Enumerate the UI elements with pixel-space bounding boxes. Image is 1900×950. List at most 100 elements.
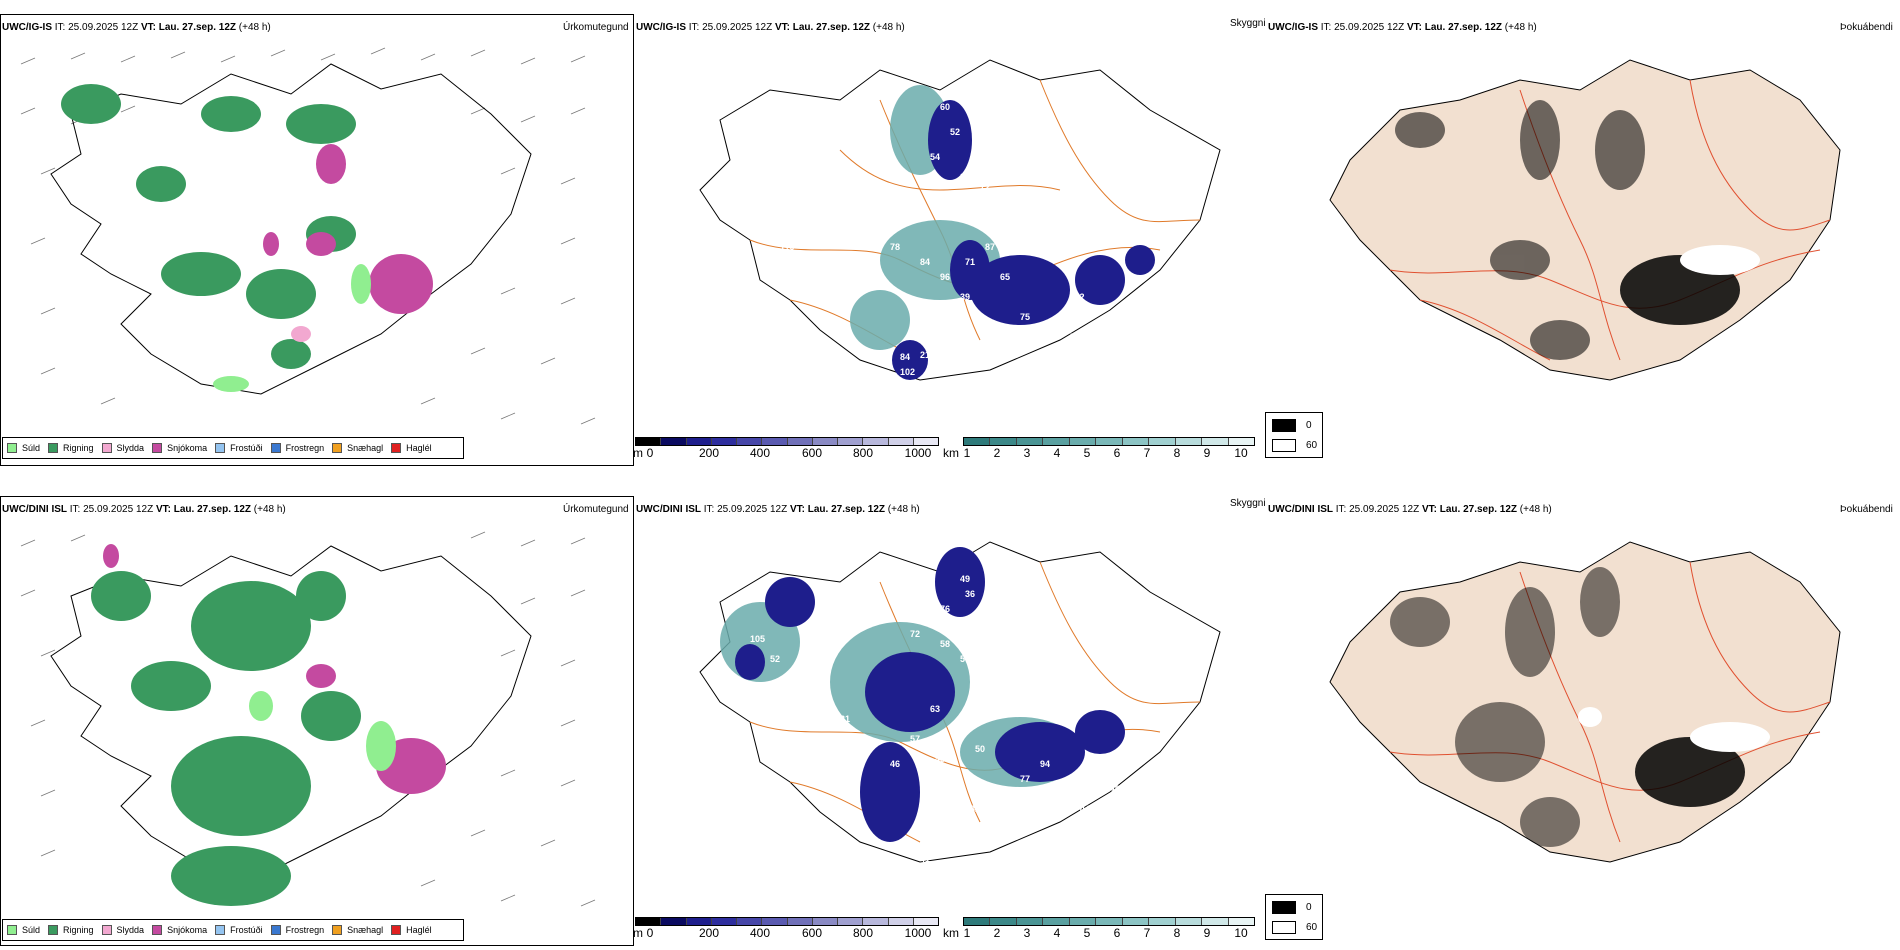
legend-item: Slydda bbox=[101, 925, 144, 935]
colorbar-cell bbox=[737, 438, 763, 445]
cloud-labels: 7510552493676807258563190635754485046573… bbox=[710, 574, 1130, 922]
cloud-base-value: 185 bbox=[1060, 779, 1075, 789]
cloud-base-value: 81 bbox=[1000, 834, 1010, 844]
cloud-base-value: 50 bbox=[1060, 312, 1070, 322]
colorbar-cell bbox=[787, 918, 813, 925]
cloud-base-value: 76 bbox=[940, 604, 950, 614]
colorbar-cell bbox=[1175, 918, 1203, 925]
cloud-base-value: 54 bbox=[930, 152, 940, 162]
cloud-base-value: 46 bbox=[890, 759, 900, 769]
cloud-base-value: 29 bbox=[950, 899, 960, 909]
colorbar-cell bbox=[863, 918, 889, 925]
colorbar-cell bbox=[1016, 918, 1044, 925]
colorbar-cell bbox=[1096, 438, 1123, 445]
cloud-base-colorbar: m 0 200 400 600 800 1000 bbox=[633, 917, 943, 941]
colorbar-cell bbox=[964, 918, 991, 925]
cloud-base-value: 60 bbox=[940, 102, 950, 112]
colorbar-cell bbox=[964, 438, 991, 445]
colorbar-cell bbox=[1016, 438, 1044, 445]
cloud-base-value: 94 bbox=[1040, 759, 1050, 769]
legend-item: Snjókoma bbox=[152, 925, 207, 935]
cloud-base-value: 63 bbox=[930, 704, 940, 714]
colorbar-cell bbox=[1122, 438, 1150, 445]
cloud-base-value: 48 bbox=[1140, 292, 1150, 302]
it-label: IT: bbox=[54, 22, 66, 33]
cloud-base-value: 56 bbox=[960, 654, 970, 664]
model-name: UWC/DINI ISL bbox=[636, 504, 701, 515]
cloud-title: Skyggni bbox=[1230, 498, 1266, 509]
cloud-base-value: 75 bbox=[1020, 312, 1030, 322]
cloud-base-value: 87 bbox=[985, 242, 995, 252]
cloud-base-value: 90 bbox=[790, 734, 800, 744]
colorbar-cell bbox=[990, 438, 1017, 445]
visibility-colorbar: km 1 2 3 4 5 6 7 8 9 10 bbox=[943, 917, 1268, 941]
cloud-base-value: 52 bbox=[770, 654, 780, 664]
colorbar-cell bbox=[787, 438, 813, 445]
cloud-base-value: 39 bbox=[930, 894, 940, 904]
cloud-base-value: 78 bbox=[890, 242, 900, 252]
colorbar-cell bbox=[1043, 438, 1070, 445]
colorbar-cell bbox=[1096, 918, 1123, 925]
colorbar-cell bbox=[812, 918, 838, 925]
valid-time: Lau. 27.sep. 12Z bbox=[158, 22, 237, 33]
colorbar-cell bbox=[711, 918, 737, 925]
row-1: UWC/DINI ISL IT: 25.09.2025 12Z VT: Lau.… bbox=[0, 480, 1900, 950]
cloud-base-value: 49 bbox=[960, 574, 970, 584]
cloud-base-value: 50 bbox=[975, 744, 985, 754]
cloud-base-value: 29 bbox=[1120, 824, 1130, 834]
colorbar-cell bbox=[1228, 438, 1254, 445]
fog-key: 0 60 bbox=[1265, 412, 1323, 458]
cloud-base-value: 46 bbox=[1050, 799, 1060, 809]
cloud-base-value: 32 bbox=[970, 804, 980, 814]
fog-title: Þokuábendi bbox=[1840, 22, 1893, 33]
fog-key: 0 60 bbox=[1265, 894, 1323, 940]
colorbar-cell bbox=[1149, 918, 1176, 925]
cloud-base-value: 102 bbox=[900, 367, 915, 377]
cloud-base-value: 57 bbox=[910, 734, 920, 744]
cloud-base-value: 96 bbox=[940, 272, 950, 282]
cloud-base-value: 55 bbox=[1070, 332, 1080, 342]
colorbar-cell bbox=[838, 918, 864, 925]
cloud-base-value: 21 bbox=[920, 350, 930, 360]
colorbar-cell bbox=[838, 438, 864, 445]
colorbar-cell bbox=[636, 438, 662, 445]
cloud-base-value: 65 bbox=[1000, 272, 1010, 282]
precip-header: UWC/IG-IS IT: 25.09.2025 12Z VT: Lau. 27… bbox=[2, 22, 271, 33]
row-0: UWC/IG-IS IT: 25.09.2025 12Z VT: Lau. 27… bbox=[0, 0, 1900, 470]
colorbar-cell bbox=[1149, 438, 1176, 445]
model-name: UWC/IG-IS bbox=[636, 22, 686, 33]
legend-item: Haglél bbox=[391, 925, 432, 935]
cloud-base-value: 71 bbox=[965, 257, 975, 267]
cloud-base-value: 36 bbox=[840, 744, 850, 754]
colorbar-cell bbox=[1069, 918, 1097, 925]
colorbar-cell bbox=[661, 918, 687, 925]
cloud-base-value: 42 bbox=[925, 909, 935, 919]
vt-label: VT: bbox=[140, 22, 156, 33]
cloud-base-value: 276 bbox=[750, 222, 765, 232]
cloud-base-value: 57 bbox=[940, 809, 950, 819]
cloud-base-value: 77 bbox=[1020, 774, 1030, 784]
cloud-base-value: 103 bbox=[970, 874, 985, 884]
cloud-base-value: 57 bbox=[945, 779, 955, 789]
legend-item: Frostregn bbox=[270, 925, 324, 935]
colorbar-cell bbox=[1175, 438, 1203, 445]
cloud-base-value: 72 bbox=[980, 182, 990, 192]
cloud-base-value: 39 bbox=[960, 292, 970, 302]
cloud-base-value: 112 bbox=[1070, 292, 1085, 302]
cloud-base-value: 31 bbox=[840, 714, 850, 724]
cloud-base-value: 84 bbox=[960, 172, 970, 182]
colorbar-cell bbox=[812, 438, 838, 445]
fog-map bbox=[1329, 59, 1841, 381]
precip-map bbox=[20, 47, 596, 425]
colorbar-cell bbox=[913, 438, 938, 445]
cloud-base-value: 69 bbox=[915, 392, 925, 402]
precip-legend: Súld Rigning Slydda Snjókoma Frostúði Fr… bbox=[2, 437, 464, 459]
cloud-map: 118 106 60 52 54 84 72 30 276 78 84 71 87 96 65 1125055… bbox=[699, 59, 1221, 402]
cloud-base-colorbar: m 0 200 400 600 800 1000 bbox=[633, 437, 943, 461]
cloud-base-value: 28 bbox=[950, 912, 960, 922]
colorbar-cell bbox=[686, 918, 712, 925]
colorbar-cell bbox=[990, 918, 1017, 925]
cloud-header: UWC/IG-IS IT: 25.09.2025 12Z VT: Lau. 27… bbox=[636, 22, 905, 33]
cloud-base-value: 52 bbox=[950, 127, 960, 137]
cloud-title: Skyggni bbox=[1230, 18, 1266, 29]
